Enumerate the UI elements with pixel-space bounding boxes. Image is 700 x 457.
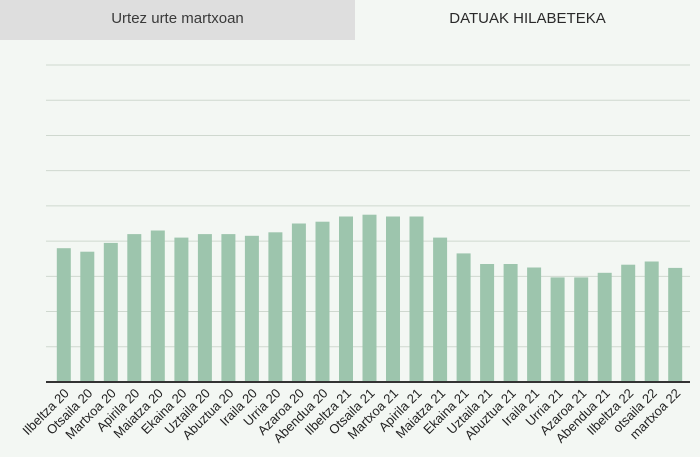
bar-7[interactable]: [221, 234, 236, 382]
bar-5[interactable]: [174, 237, 189, 382]
bar-3[interactable]: [127, 234, 142, 382]
bar-22[interactable]: [574, 277, 589, 382]
tab-bar: Urtez urte martxoan DATUAK HILABETEKA: [0, 0, 700, 40]
bar-23[interactable]: [597, 272, 612, 382]
bar-8[interactable]: [244, 235, 259, 382]
bar-16[interactable]: [433, 237, 448, 382]
bar-12[interactable]: [339, 216, 353, 383]
bar-1[interactable]: [80, 251, 95, 382]
bar-18[interactable]: [480, 264, 495, 382]
bar-0[interactable]: [56, 248, 71, 382]
bar-25[interactable]: [644, 261, 659, 383]
bar-4[interactable]: [150, 230, 165, 383]
tab-urtez-urte-martxoan[interactable]: Urtez urte martxoan: [0, 0, 355, 40]
bar-24[interactable]: [621, 264, 636, 382]
bars: [56, 214, 683, 383]
bar-10[interactable]: [291, 223, 306, 383]
bar-17[interactable]: [456, 253, 471, 382]
tab-datuak-hilabeteka[interactable]: DATUAK HILABETEKA: [355, 0, 700, 40]
bar-15[interactable]: [409, 216, 424, 383]
bar-19[interactable]: [503, 264, 518, 382]
bar-20[interactable]: [527, 267, 542, 383]
bar-11[interactable]: [315, 221, 330, 382]
bar-26[interactable]: [668, 267, 683, 382]
bar-21[interactable]: [550, 277, 565, 382]
bar-6[interactable]: [197, 234, 212, 382]
bar-13[interactable]: [362, 214, 377, 382]
bar-9[interactable]: [268, 232, 283, 382]
bar-14[interactable]: [386, 216, 400, 383]
bar-2[interactable]: [103, 242, 118, 382]
